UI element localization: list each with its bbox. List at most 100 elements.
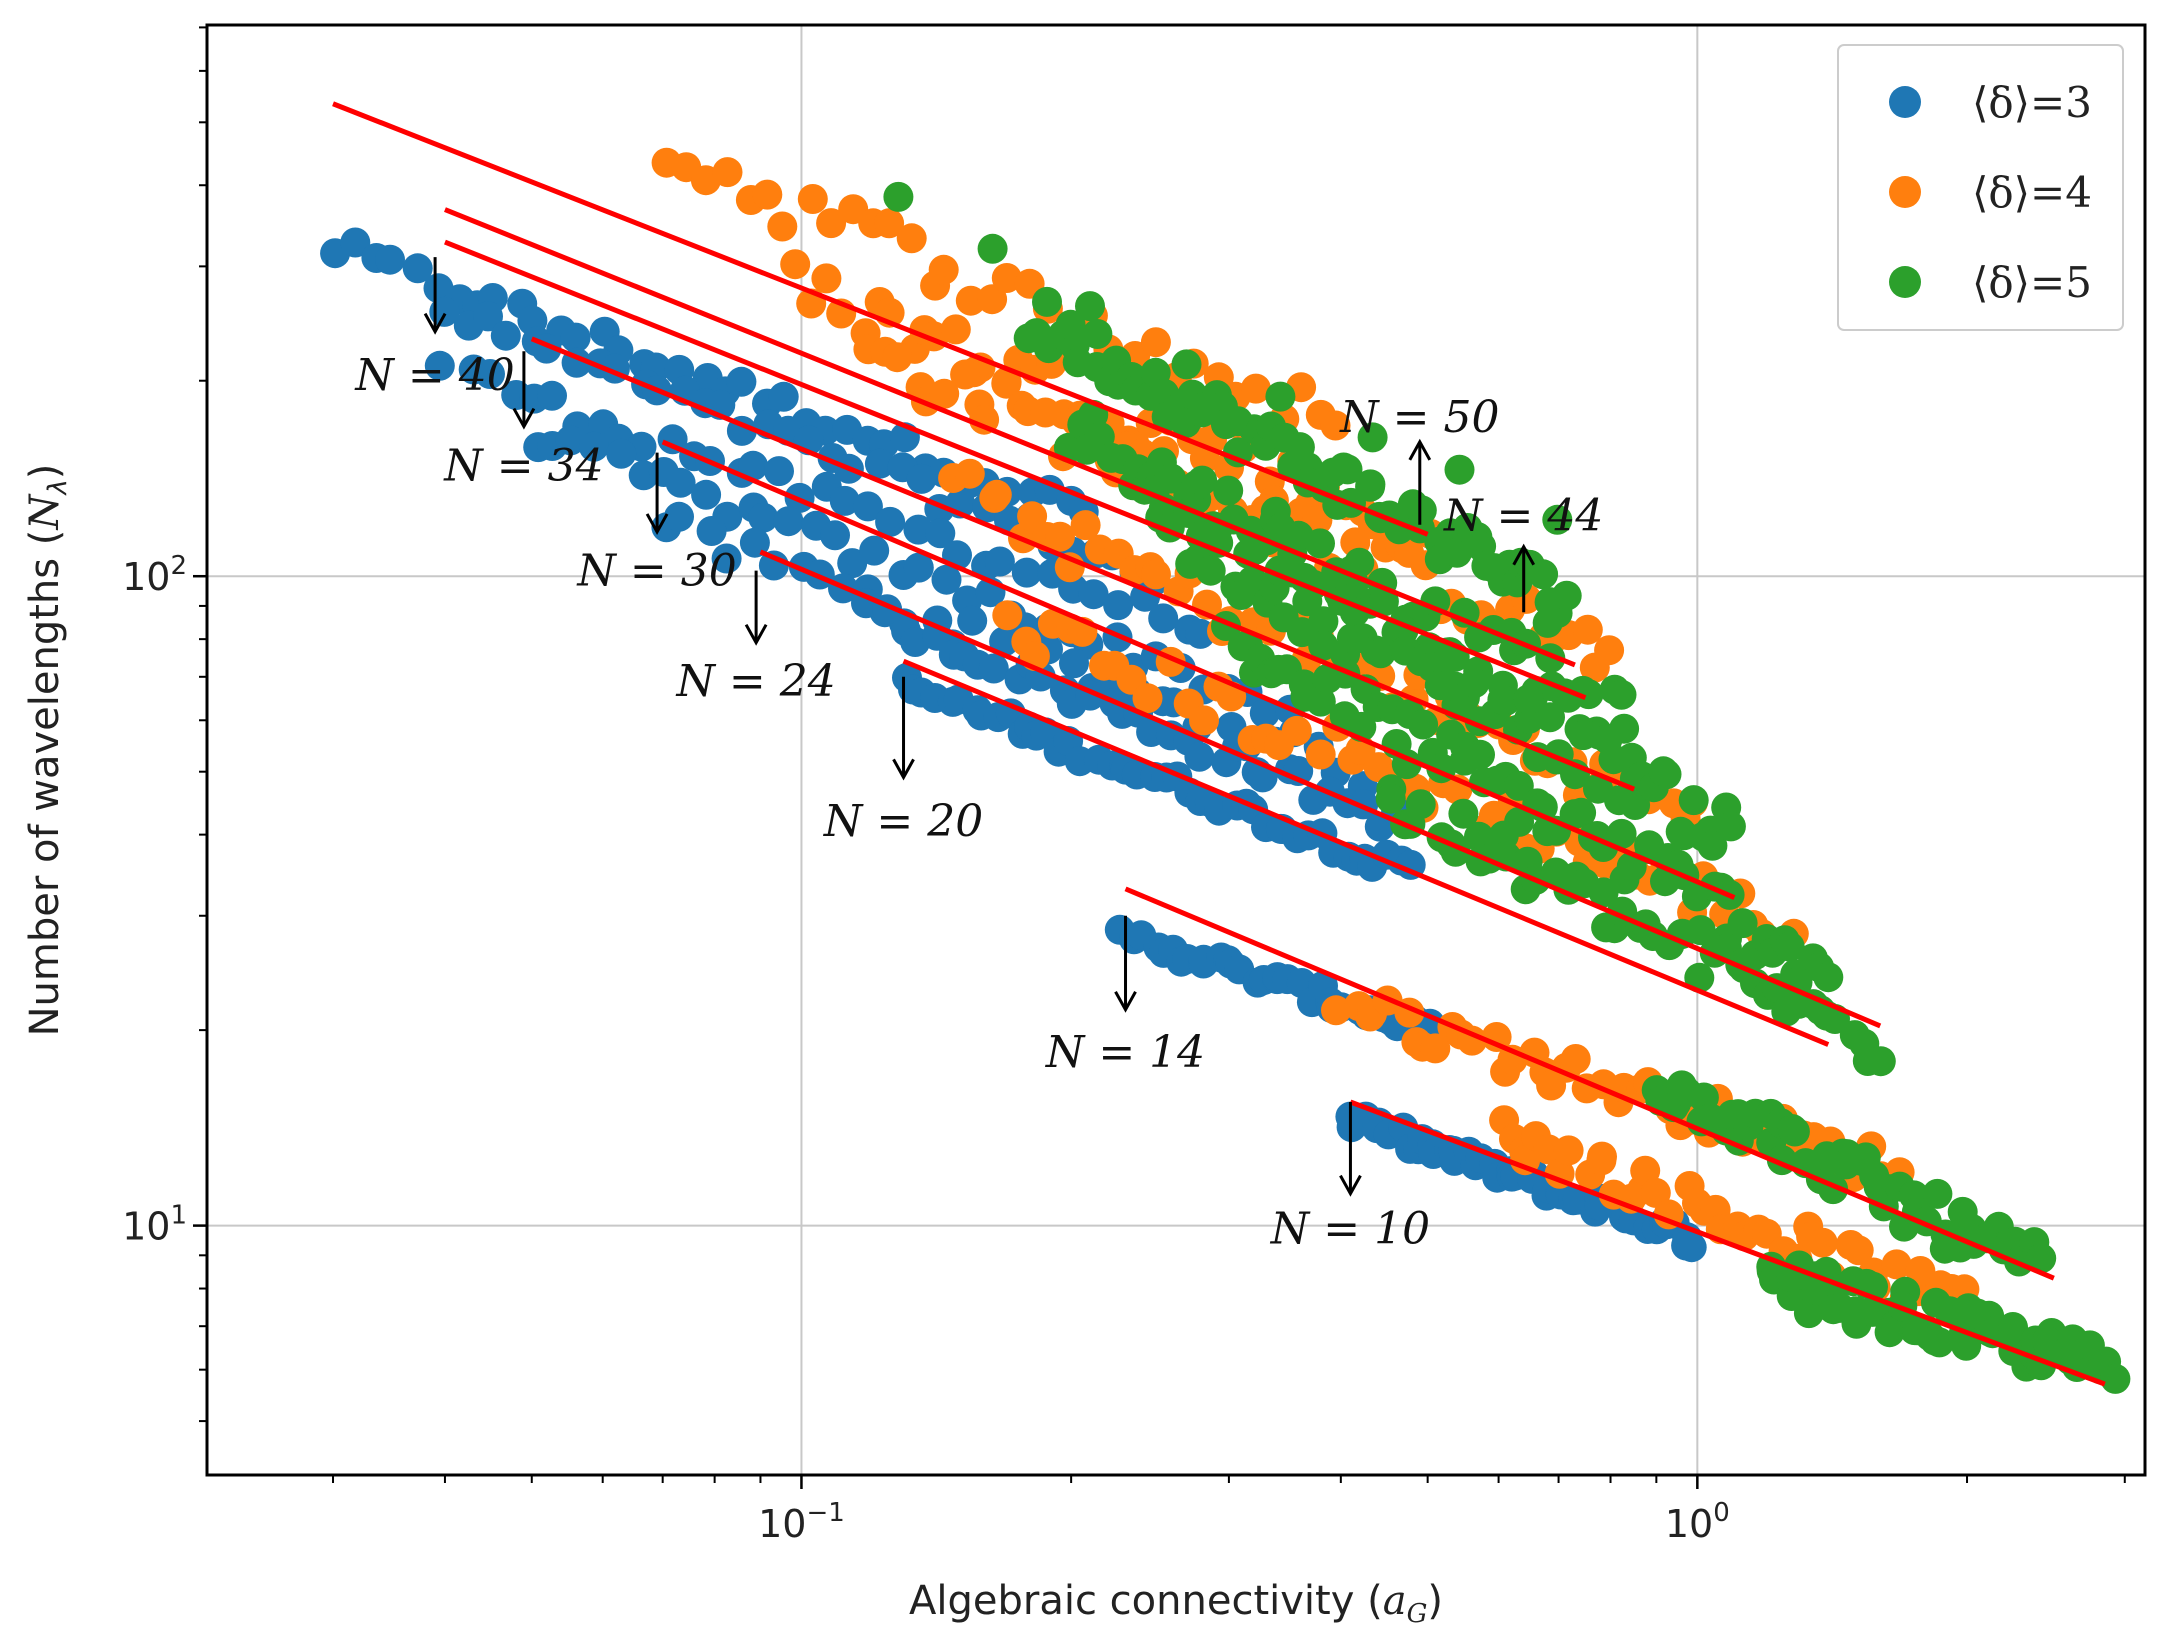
y-axis-label: Number of wavelengths (Nλ) <box>22 464 73 1037</box>
scatter-point-s3 <box>1184 741 1215 772</box>
annotation-label: N = 20 <box>823 796 983 847</box>
annotation-label: N = 30 <box>576 546 736 597</box>
scatter-point-s4 <box>1560 1044 1591 1074</box>
scatter-point-s4 <box>1807 1227 1838 1258</box>
scatter-point-s3 <box>1078 579 1109 610</box>
scatter-point-s4 <box>1640 1177 1671 1208</box>
scatter-point-s5 <box>1442 537 1472 568</box>
scatter-point-s4 <box>1281 715 1312 746</box>
scatter-point-s5 <box>1344 547 1375 578</box>
annotation-arrow-head <box>1339 1174 1362 1197</box>
scatter-point-s3 <box>555 425 586 456</box>
annotation-label: N = 24 <box>675 656 835 707</box>
annotation-arrow-head <box>423 312 447 335</box>
scatter-point-s4 <box>816 208 847 239</box>
scatter-point-s4 <box>811 263 842 294</box>
scatter-point-s5 <box>1513 684 1544 715</box>
scatter-point-s4 <box>928 254 959 285</box>
scatter-point-s3 <box>859 535 890 566</box>
scatter-point-s5 <box>1292 586 1323 617</box>
scatter-point-s5 <box>1075 291 1105 322</box>
scatter-points <box>320 147 2131 1394</box>
scatter-point-s3 <box>957 605 988 636</box>
fit-line-n20 <box>902 658 1830 1047</box>
scatter-point-s5 <box>1420 586 1451 617</box>
scatter-point-s3 <box>560 322 591 353</box>
scatter-point-s5 <box>1187 465 1218 496</box>
scatter-point-s5 <box>1355 471 1386 502</box>
scatter-point-s5 <box>1239 535 1270 565</box>
scatter-point-s5 <box>1405 789 1436 820</box>
x-tick-label: 10−1 <box>758 1498 845 1546</box>
scatter-point-s5 <box>1308 606 1339 637</box>
scatter-point-s3 <box>1249 698 1280 729</box>
scatter-point-s5 <box>1444 454 1475 485</box>
scatter-point-s5 <box>1213 475 1244 506</box>
scatter-point-s4 <box>1240 373 1271 404</box>
scatter-point-s3 <box>696 516 727 546</box>
scatter-point-s5 <box>2100 1363 2131 1394</box>
fit-line-n40 <box>444 239 1587 701</box>
scatter-point-s5 <box>1697 830 1728 861</box>
legend: ⟨δ⟩=3 ⟨δ⟩=4 ⟨δ⟩=5 <box>1837 44 2124 331</box>
annotation-arrow-head <box>1512 543 1536 566</box>
scatter-point-s5 <box>1032 286 1062 317</box>
scatter-point-s3 <box>726 366 757 397</box>
scatter-point-s3 <box>429 296 460 327</box>
legend-marker <box>1889 86 1921 118</box>
scatter-point-s5 <box>1448 798 1479 829</box>
scatter-point-s3 <box>738 450 769 481</box>
scatter-point-s4 <box>991 368 1022 399</box>
scatter-point-s5 <box>1588 877 1619 908</box>
annotation-arrow-head <box>1408 438 1432 461</box>
scatter-point-s3 <box>340 227 371 258</box>
legend-entry-label: ⟨δ⟩=3 <box>1972 78 2092 127</box>
scatter-point-s5 <box>1566 797 1597 828</box>
plot-frame <box>205 23 2147 1477</box>
scatter-point-s5 <box>1408 709 1439 740</box>
scatter-point-s5 <box>1606 679 1637 710</box>
scatter-point-s3 <box>758 550 789 581</box>
scatter-point-s5 <box>1542 504 1573 535</box>
scatter-point-s3 <box>984 546 1015 577</box>
scatter-point-s4 <box>1881 1249 1912 1280</box>
annotation-arrow-head <box>1114 990 1137 1013</box>
scatter-point-s4 <box>896 223 927 254</box>
scatter-point-s3 <box>906 463 937 494</box>
annotation-label: N = 40 <box>354 350 514 401</box>
scatter-point-s5 <box>1055 309 1086 340</box>
fit-line-n24 <box>759 549 1882 1029</box>
scatter-point-s5 <box>1528 559 1559 590</box>
scatter-point-s3 <box>664 501 694 532</box>
scatter-point-s4 <box>874 208 905 239</box>
scatter-point-s4 <box>1594 635 1625 666</box>
scatter-point-s3 <box>711 543 742 574</box>
scatter-point-s5 <box>883 181 914 212</box>
scatter-point-s5 <box>1265 381 1296 412</box>
scatter-point-s4 <box>1017 501 1048 532</box>
scatter-point-s4 <box>1140 327 1171 358</box>
scatter-point-s3 <box>402 253 433 284</box>
scatter-point-s4 <box>981 479 1012 510</box>
scatter-point-s3 <box>837 548 868 579</box>
scatter-point-s5 <box>1551 580 1582 611</box>
scatter-point-s4 <box>1630 1155 1661 1186</box>
scatter-point-s3 <box>490 320 521 351</box>
scatter-point-s4 <box>1305 739 1336 770</box>
scatter-point-s4 <box>991 263 1022 293</box>
scatter-point-s5 <box>1573 679 1604 710</box>
scatter-point-s3 <box>537 380 567 411</box>
scatter-point-s3 <box>931 564 962 595</box>
scatter-point-s4 <box>1420 1033 1451 1064</box>
scatter-point-s4 <box>752 179 783 210</box>
scatter-point-s4 <box>1045 521 1075 552</box>
fit-line-n44 <box>444 207 1576 668</box>
scatter-point-s3 <box>852 491 883 522</box>
annotation-arrow-head <box>892 758 915 781</box>
scatter-point-s5 <box>1535 702 1565 733</box>
scatter-point-s4 <box>1132 683 1163 714</box>
scatter-point-s5 <box>1375 783 1406 814</box>
scatter-point-s3 <box>748 502 779 533</box>
scatter-point-s5 <box>1922 1178 1953 1209</box>
